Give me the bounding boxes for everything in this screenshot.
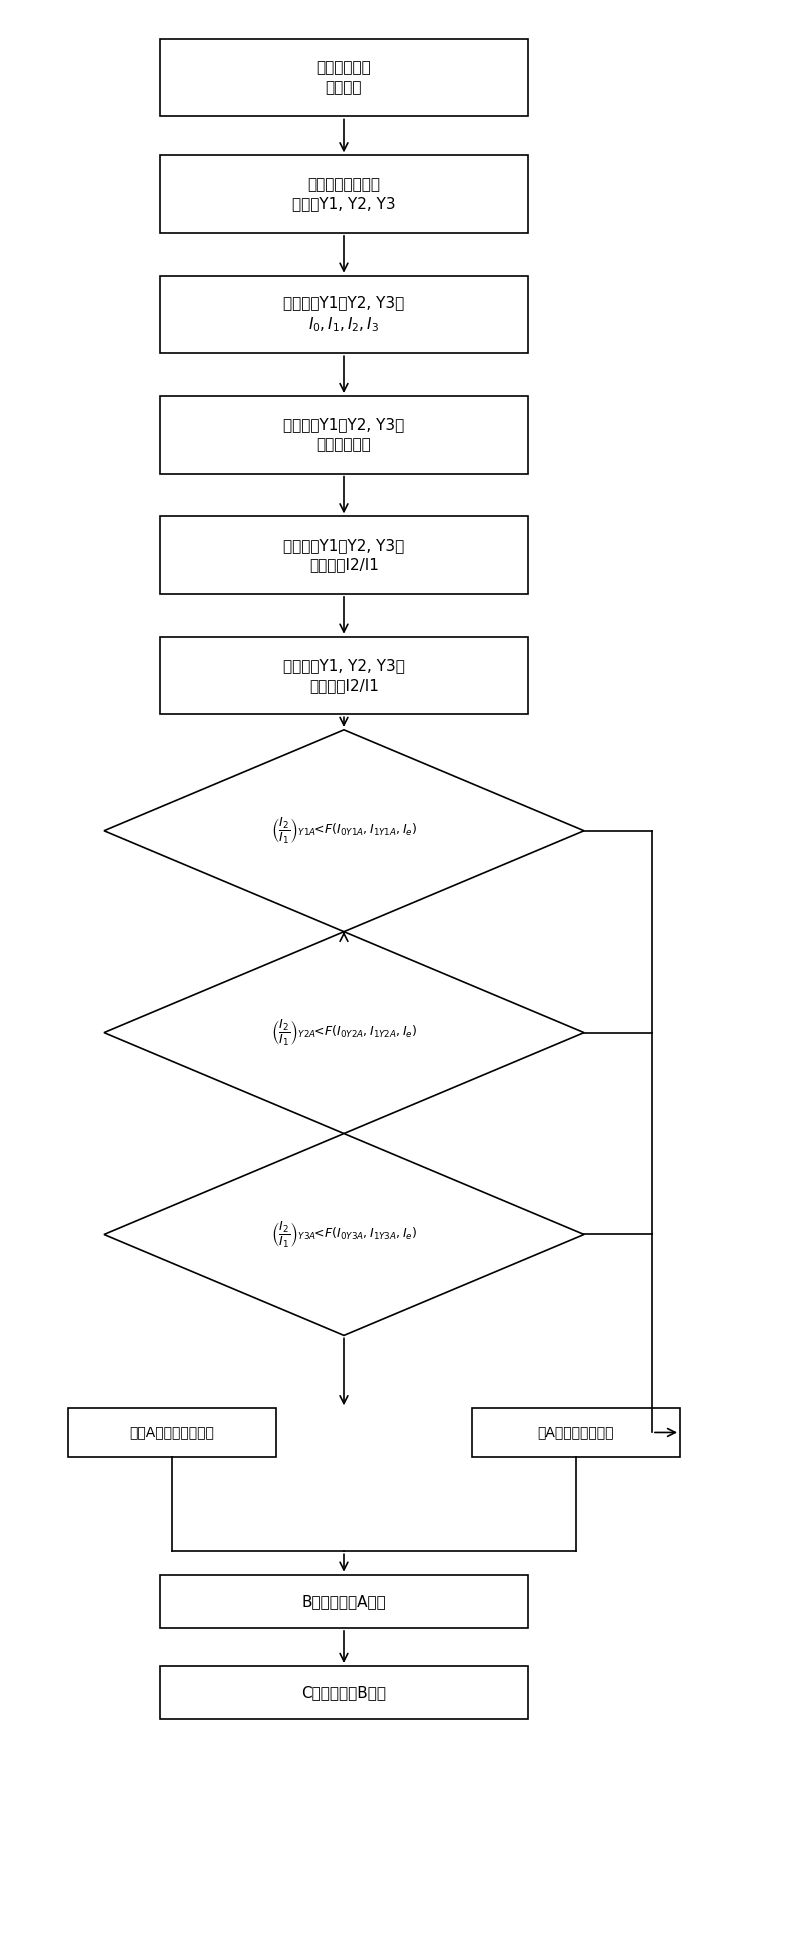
Text: 分别计算Y1，Y2, Y3的
$I_0, I_1, I_2, I_3$: 分别计算Y1，Y2, Y3的 $I_0, I_1, I_2, I_3$ xyxy=(283,295,405,334)
Text: $\left(\dfrac{I_2}{I_1}\right)_{Y3A}\!\!<\!F(I_{0Y3A},I_{1Y3A},I_e)$: $\left(\dfrac{I_2}{I_1}\right)_{Y3A}\!\!… xyxy=(270,1219,418,1250)
Polygon shape xyxy=(104,1134,584,1335)
Bar xyxy=(472,1407,680,1456)
Text: 分别计算Y1, Y2, Y3的
折中后的I2/I1: 分别计算Y1, Y2, Y3的 折中后的I2/I1 xyxy=(283,658,405,693)
Bar xyxy=(160,155,528,233)
Text: 计算变压器的
额定电流: 计算变压器的 额定电流 xyxy=(317,60,371,95)
Polygon shape xyxy=(104,932,584,1134)
Bar xyxy=(160,516,528,594)
Bar xyxy=(160,276,528,353)
Text: B相判别（同A相）: B相判别（同A相） xyxy=(302,1594,386,1609)
Bar xyxy=(160,637,528,714)
Bar xyxy=(160,1665,528,1720)
Bar xyxy=(68,1407,276,1456)
Text: 分别计算Y1，Y2, Y3的
助增后的I2/I1: 分别计算Y1，Y2, Y3的 助增后的I2/I1 xyxy=(283,538,405,573)
Text: $\left(\dfrac{I_2}{I_1}\right)_{Y1A}\!\!<\!F(I_{0Y1A},I_{1Y1A},I_e)$: $\left(\dfrac{I_2}{I_1}\right)_{Y1A}\!\!… xyxy=(270,815,418,846)
Text: 置A相涌流闭锁标志: 置A相涌流闭锁标志 xyxy=(538,1425,614,1440)
Text: 分别计算Y1，Y2, Y3的
三次助增系数: 分别计算Y1，Y2, Y3的 三次助增系数 xyxy=(283,417,405,452)
Polygon shape xyxy=(104,730,584,932)
Text: $\left(\dfrac{I_2}{I_1}\right)_{Y2A}\!\!<\!F(I_{0Y2A},I_{1Y2A},I_e)$: $\left(\dfrac{I_2}{I_1}\right)_{Y2A}\!\!… xyxy=(270,1017,418,1048)
Bar xyxy=(160,396,528,474)
Text: 计算三相的三种样
本电流Y1, Y2, Y3: 计算三相的三种样 本电流Y1, Y2, Y3 xyxy=(292,177,396,212)
Bar xyxy=(160,39,528,116)
Text: C相判别（同B相）: C相判别（同B相） xyxy=(302,1685,386,1700)
Bar xyxy=(160,1574,528,1628)
Text: 清除A相涌流闭锁标志: 清除A相涌流闭锁标志 xyxy=(130,1425,214,1440)
